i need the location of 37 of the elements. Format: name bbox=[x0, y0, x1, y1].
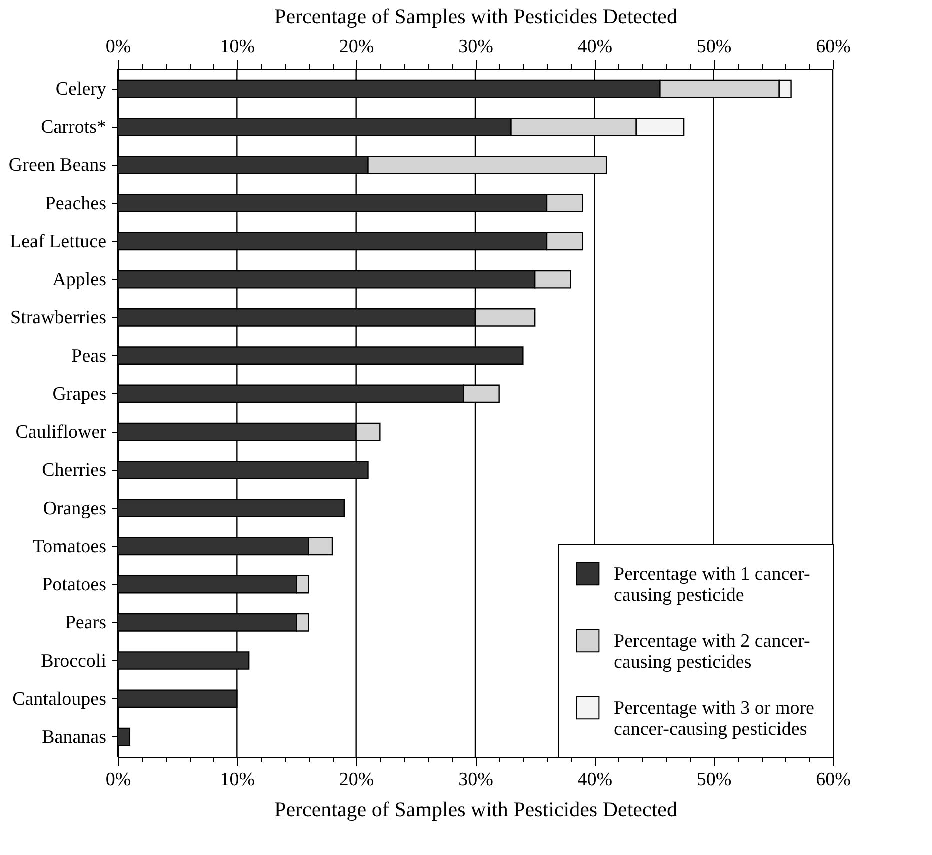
y-tick-label: Oranges bbox=[43, 498, 106, 520]
x-tick-label: 30% bbox=[458, 36, 494, 58]
x-tick-label: 50% bbox=[696, 36, 732, 58]
x2-axis-title: Percentage of Samples with Pesticides Detected bbox=[274, 4, 678, 28]
x2-tick-label: 10% bbox=[220, 770, 256, 790]
y-tick-label: Green Beans bbox=[8, 155, 106, 176]
y-tick-label: Carrots* bbox=[41, 117, 106, 138]
x2-tick-label: 30% bbox=[458, 770, 494, 790]
x2-tick-label: 50% bbox=[696, 770, 732, 790]
x2-tick-label: 0% bbox=[106, 770, 132, 790]
y-tick-label: Cauliflower bbox=[16, 422, 108, 444]
y-tick-label: Peaches bbox=[45, 193, 106, 214]
y-tick-label: Cherries bbox=[42, 460, 106, 482]
x-tick-label: 0% bbox=[106, 36, 132, 58]
legend-label: Percentage with 2 cancer-causing pesticides bbox=[614, 631, 810, 673]
legend-label: Percentage with 1 cancer-causing pesticide bbox=[614, 564, 810, 606]
y-tick-label: Broccoli bbox=[41, 650, 106, 672]
y-tick-label: Apples bbox=[52, 270, 106, 291]
x-tick-label: 60% bbox=[816, 36, 852, 58]
y-tick-label: Grapes bbox=[52, 384, 106, 405]
x2-tick-label: 40% bbox=[578, 770, 613, 790]
x2-tick-label: 60% bbox=[816, 770, 852, 790]
x2-tick-label: 20% bbox=[339, 770, 374, 790]
y-tick-label: Strawberries bbox=[10, 308, 106, 329]
x-tick-label: 40% bbox=[578, 36, 613, 58]
y-tick-label: Bananas bbox=[42, 726, 106, 748]
legend-label: Percentage with 3 or more cancer-causing pesticides bbox=[614, 698, 814, 740]
y-tick-label: Peas bbox=[72, 346, 106, 367]
y-tick-label: Leaf Lettuce bbox=[10, 231, 106, 252]
y-tick-label: Celery bbox=[56, 79, 107, 100]
y-tick-label: Cantaloupes bbox=[12, 688, 106, 710]
y-tick-label: Pears bbox=[65, 612, 106, 634]
x-axis-title: Percentage of Samples with Pesticides Detected bbox=[274, 798, 678, 822]
x-tick-label: 20% bbox=[339, 36, 374, 58]
y-tick-label: Tomatoes bbox=[32, 536, 106, 558]
y-tick-label: Potatoes bbox=[42, 574, 106, 596]
x-tick-label: 10% bbox=[220, 36, 256, 58]
